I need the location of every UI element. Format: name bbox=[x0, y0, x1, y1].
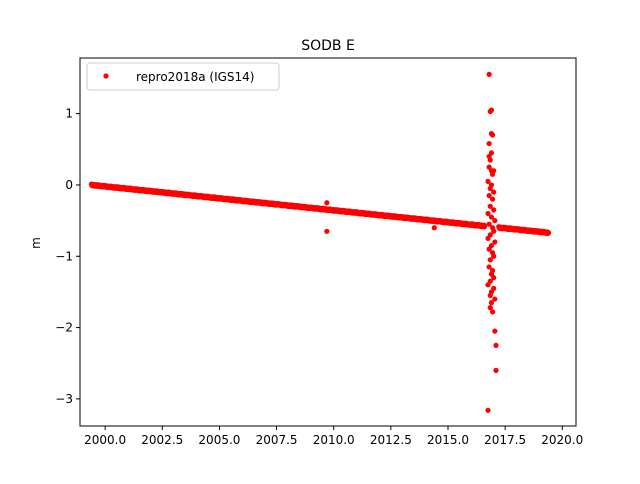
data-point bbox=[545, 230, 552, 236]
data-point-outlier bbox=[491, 207, 497, 213]
y-tick-label: −1 bbox=[55, 249, 73, 263]
data-point-outlier bbox=[324, 200, 330, 206]
y-tick-label: −3 bbox=[55, 392, 73, 406]
plot-frame bbox=[79, 57, 577, 427]
legend-marker bbox=[103, 73, 109, 79]
data-point-outlier bbox=[492, 328, 498, 334]
data-point-outlier bbox=[486, 264, 492, 270]
data-point-outlier bbox=[486, 193, 492, 199]
data-point-outlier bbox=[487, 305, 493, 311]
data-point-outlier bbox=[493, 367, 499, 373]
data-point-outlier bbox=[489, 196, 496, 202]
data-point-outlier bbox=[487, 203, 493, 209]
data-point-outlier bbox=[491, 228, 497, 234]
data-point-outlier bbox=[324, 228, 330, 234]
data-point-outlier bbox=[485, 407, 491, 413]
data-point-outlier bbox=[488, 107, 495, 113]
data-point-outlier bbox=[487, 257, 493, 263]
legend: repro2018a (IGS14) bbox=[86, 62, 280, 91]
data-point-outlier bbox=[491, 168, 497, 174]
data-point-outlier bbox=[488, 300, 495, 306]
data-point-outlier bbox=[488, 150, 495, 156]
y-tick-label: −2 bbox=[55, 321, 73, 335]
x-tick-label: 2002.5 bbox=[141, 433, 183, 447]
x-tick-label: 2010.0 bbox=[313, 433, 355, 447]
data-point-outlier bbox=[485, 235, 491, 242]
legend-label: repro2018a (IGS14) bbox=[136, 70, 254, 84]
data-point-outlier bbox=[485, 282, 491, 288]
y-tick-label: 0 bbox=[65, 178, 73, 192]
data-point-outlier bbox=[491, 275, 497, 281]
data-point-outlier bbox=[485, 178, 491, 184]
data-point-outlier bbox=[486, 221, 492, 227]
x-tick-label: 2015.0 bbox=[427, 433, 469, 447]
data-point-outlier bbox=[489, 309, 496, 315]
legend-box bbox=[86, 62, 280, 91]
data-point-outlier bbox=[486, 140, 492, 147]
y-tick-label: 1 bbox=[65, 107, 73, 121]
data-point-outlier bbox=[488, 214, 495, 220]
x-tick-label: 2012.5 bbox=[370, 433, 412, 447]
data-point-outlier bbox=[493, 342, 499, 349]
data-point-outlier bbox=[487, 292, 493, 299]
data-point-outlier bbox=[491, 189, 497, 195]
x-tick-label: 2005.0 bbox=[198, 433, 240, 447]
x-tick-label: 2020.0 bbox=[541, 433, 583, 447]
y-axis-label: m bbox=[29, 237, 43, 249]
data-layer bbox=[88, 71, 552, 413]
chart-title: SODB E bbox=[301, 38, 355, 54]
x-tick-label: 2000.0 bbox=[84, 433, 126, 447]
data-point bbox=[481, 224, 488, 230]
x-tick-label: 2017.5 bbox=[484, 433, 526, 447]
data-point-outlier bbox=[485, 210, 491, 217]
data-point-outlier bbox=[491, 253, 497, 259]
x-tick-label: 2007.5 bbox=[256, 433, 298, 447]
data-point-outlier bbox=[492, 296, 498, 302]
data-point-outlier bbox=[486, 71, 492, 77]
data-point-outlier bbox=[492, 218, 498, 224]
data-point-outlier bbox=[486, 246, 492, 252]
data-point-outlier bbox=[487, 185, 493, 192]
axes-layer: 2000.0 2002.5 2005.0 2007.5 2010.0 2012.5 2015… bbox=[55, 57, 583, 447]
data-point-outlier bbox=[489, 132, 496, 138]
data-point-outlier bbox=[487, 157, 493, 163]
data-point-outlier bbox=[431, 225, 437, 231]
data-point-outlier bbox=[492, 239, 498, 245]
